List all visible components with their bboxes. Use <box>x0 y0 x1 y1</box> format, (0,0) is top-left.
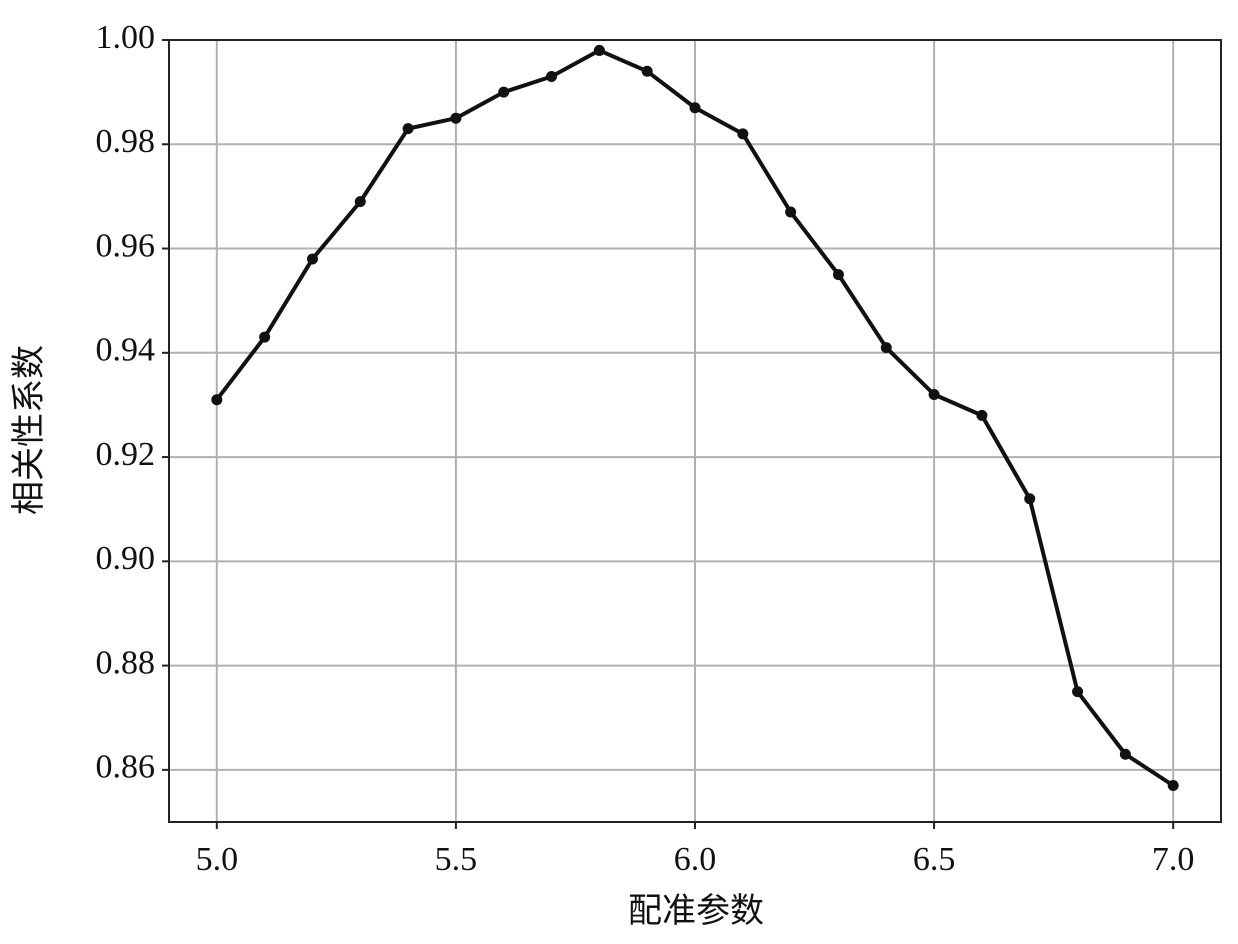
marker <box>928 389 940 401</box>
marker <box>306 253 318 265</box>
marker <box>1167 780 1179 792</box>
marker <box>402 123 414 135</box>
marker <box>785 206 797 218</box>
plot-frame <box>168 39 1222 823</box>
x-axis-label: 配准参数 <box>628 892 764 930</box>
y-tick-label: 0.92 <box>96 436 156 473</box>
marker <box>1024 493 1036 505</box>
marker <box>593 44 605 56</box>
x-tick-label: 7.0 <box>1152 841 1195 878</box>
marker <box>450 112 462 124</box>
marker <box>354 196 366 208</box>
y-tick-label: 0.88 <box>96 644 156 681</box>
marker <box>641 65 653 77</box>
marker <box>689 102 701 114</box>
x-tick-label: 6.5 <box>913 841 956 878</box>
y-tick-label: 1.00 <box>96 19 156 56</box>
marker <box>976 409 988 421</box>
marker <box>498 86 510 98</box>
x-tick-label: 5.0 <box>196 841 239 878</box>
y-tick-label: 0.90 <box>96 540 156 577</box>
y-tick-label: 0.98 <box>96 123 156 160</box>
x-tick-label: 5.5 <box>435 841 478 878</box>
y-axis-label: 相关性系数 <box>10 345 48 515</box>
marker <box>1072 686 1084 698</box>
marker <box>211 394 223 406</box>
marker <box>259 331 271 343</box>
y-tick-label: 0.94 <box>96 332 156 369</box>
marker <box>1119 748 1131 760</box>
marker <box>880 342 892 354</box>
marker <box>832 269 844 281</box>
marker <box>737 128 749 140</box>
y-tick-label: 0.96 <box>96 227 156 264</box>
marker <box>546 70 558 82</box>
x-tick-label: 6.0 <box>674 841 717 878</box>
y-tick-label: 0.86 <box>96 749 156 786</box>
